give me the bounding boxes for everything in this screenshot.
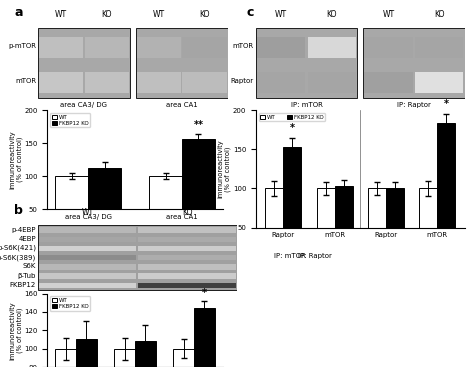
Text: FKBP12: FKBP12 [9,282,36,288]
Bar [138,264,236,270]
Bar [138,273,236,279]
Text: area CA1: area CA1 [166,102,197,108]
Bar [149,176,182,242]
Bar [308,37,356,58]
Bar [136,28,228,98]
Text: S6K: S6K [23,264,36,269]
Bar [138,255,236,261]
Text: WT: WT [153,10,164,19]
Text: WT: WT [55,10,67,19]
Bar [317,188,335,267]
Bar [365,37,413,58]
Bar [265,188,283,267]
Bar [135,341,156,367]
Text: area CA3/ DG: area CA3/ DG [60,102,108,108]
Bar [39,236,137,242]
Bar [419,188,437,267]
Text: KO: KO [327,10,337,19]
Text: WT: WT [383,10,395,19]
Y-axis label: immunoreactivity
(% of control): immunoreactivity (% of control) [9,130,23,189]
Text: p-4EBP: p-4EBP [11,226,36,233]
Bar [437,123,455,267]
Text: WT: WT [82,208,94,217]
Legend: WT, FKBP12 KO: WT, FKBP12 KO [50,113,90,127]
Bar [415,37,464,58]
Text: WT: WT [275,10,287,19]
Bar [76,339,97,367]
Bar [182,72,227,93]
Bar [415,72,464,93]
Bar [386,188,404,267]
Bar [39,273,137,279]
Bar [365,72,413,93]
Bar [368,188,386,267]
Bar [256,28,357,98]
Bar [283,147,301,267]
Bar [39,37,83,58]
Bar [257,72,306,93]
Bar [38,28,130,98]
Text: mTOR: mTOR [15,78,36,84]
Text: p-S6K(389): p-S6K(389) [0,254,36,261]
Bar [138,246,236,251]
Bar [364,28,465,98]
Text: KO: KO [182,208,192,217]
Bar [55,176,88,242]
Bar [88,168,121,242]
Text: Raptor: Raptor [231,78,254,84]
Text: 4EBP: 4EBP [18,236,36,242]
Text: **: ** [193,120,203,130]
Bar [55,349,76,367]
Bar [39,283,137,288]
Bar [85,37,129,58]
Legend: WT, FKBP12 KO: WT, FKBP12 KO [259,113,325,121]
Bar [39,246,137,251]
Y-axis label: immunoreactivity
(% of control): immunoreactivity (% of control) [218,139,231,198]
Text: *: * [444,99,448,109]
Bar [182,37,227,58]
Text: c: c [246,6,254,18]
Bar [137,37,181,58]
Bar [38,225,237,290]
Bar [39,72,83,93]
Text: p-S6K(421): p-S6K(421) [0,245,36,251]
Bar [194,308,215,367]
Bar [137,72,181,93]
Y-axis label: immunoreactivity
(% of control): immunoreactivity (% of control) [9,301,23,360]
Bar [39,264,137,270]
Bar [114,349,135,367]
Bar [138,227,236,233]
Text: IP: Raptor: IP: Raptor [299,253,332,259]
Bar [335,186,353,267]
Bar [138,236,236,242]
Text: IP: Raptor: IP: Raptor [397,102,431,108]
Text: p-mTOR: p-mTOR [8,43,36,48]
Bar [39,255,137,261]
Text: *: * [202,288,207,298]
Text: KO: KO [434,10,445,19]
Bar [138,283,236,288]
Text: *: * [290,123,295,133]
Text: a: a [14,6,23,18]
Bar [182,138,215,242]
Bar [173,349,194,367]
Text: KO: KO [199,10,210,19]
Text: mTOR: mTOR [233,43,254,48]
Text: β-Tub: β-Tub [18,273,36,279]
Bar [308,72,356,93]
Text: IP: mTOR: IP: mTOR [291,102,322,108]
Text: b: b [14,204,23,217]
Legend: WT, FKBP12 KO: WT, FKBP12 KO [50,297,90,311]
Bar [257,37,306,58]
Text: IP: mTOR: IP: mTOR [274,253,306,259]
Text: KO: KO [101,10,112,19]
Bar [39,227,137,233]
Bar [85,72,129,93]
